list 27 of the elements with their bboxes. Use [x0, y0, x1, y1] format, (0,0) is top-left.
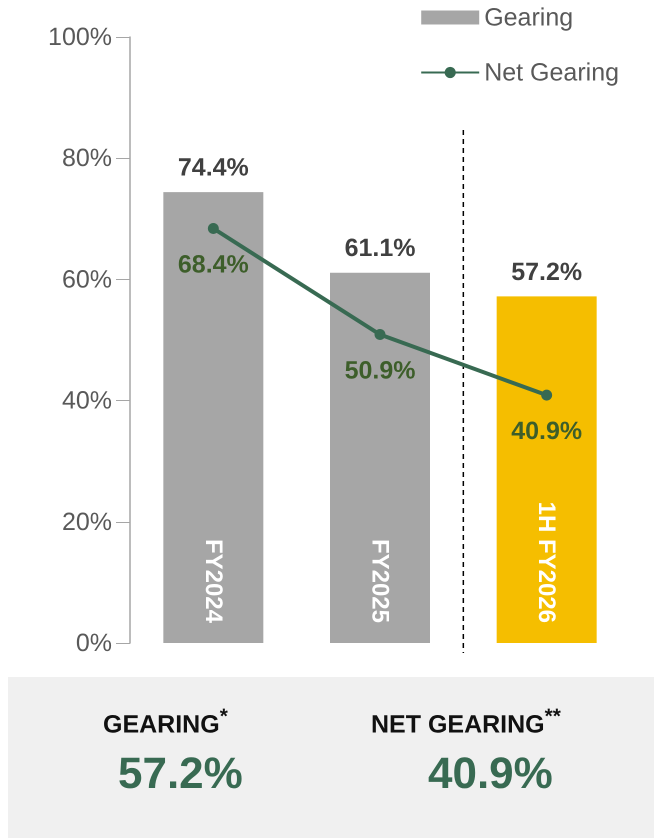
y-tick-label: 0%	[76, 629, 112, 657]
text: 40.9%	[428, 749, 553, 799]
bar	[330, 272, 430, 643]
data-label: 40.9%	[511, 417, 582, 446]
text: GEARING$^{*}$	[103, 705, 228, 740]
bar	[163, 192, 264, 643]
bar	[496, 296, 597, 643]
text: NET GEARING$^{**}$	[371, 705, 561, 740]
y-tick-label: 40%	[62, 386, 112, 415]
y-tick-label: 100%	[48, 23, 112, 51]
y-tick-label: 20%	[62, 508, 112, 536]
point	[208, 223, 219, 234]
data-label: 74.4%	[178, 154, 249, 182]
data-label: 61.1%	[344, 234, 416, 262]
legend-label: Gearing	[484, 4, 574, 32]
x-tick-label: 1H FY2026	[533, 502, 560, 623]
y-tick-label: 80%	[62, 144, 112, 172]
data-label: 50.9%	[344, 356, 416, 385]
point	[541, 390, 552, 401]
point	[374, 329, 386, 340]
x-tick-label: FY2025	[366, 538, 394, 623]
legend-label: Net Gearing	[484, 58, 620, 86]
x-tick-label: FY2024	[200, 538, 227, 624]
data-label: 57.2%	[511, 258, 582, 286]
data-label: 68.4%	[178, 250, 249, 278]
y-tick-label: 60%	[62, 265, 112, 294]
text: 57.2%	[118, 749, 243, 799]
